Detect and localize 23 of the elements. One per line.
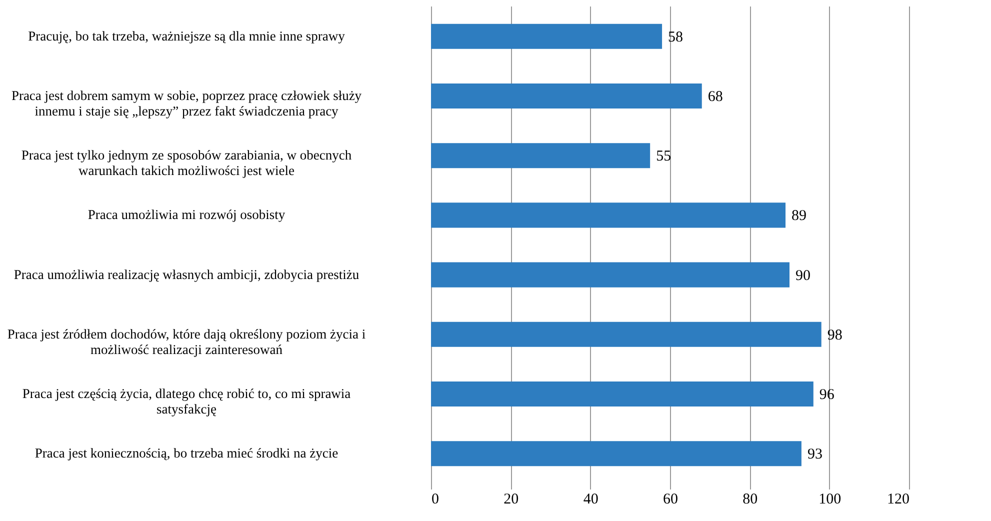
y-tick-label: Praca jest źródłem dochodów, które dają określony poziom życia i możliwość realizacji zainteresowań: [7, 326, 366, 357]
y-tick-label: Praca umożliwia realizację własnych ambicji, zdobycia prestiżu: [14, 266, 360, 282]
y-tick-label: Praca umożliwia mi rozwój osobisty: [88, 207, 286, 222]
y-tick-label: Praca jest koniecznością, bo trzeba mieć środki na życie: [34, 446, 338, 461]
x-tick-label: 0: [432, 492, 439, 508]
x-tick-label: 100: [818, 492, 842, 508]
x-tick-label: 40: [583, 492, 598, 508]
data-label: 96: [819, 387, 835, 404]
y-tick-label: Pracuję, bo tak trzeba, ważniejsze są dla mnie inne sprawy: [28, 28, 346, 44]
data-label: 98: [827, 327, 842, 344]
data-label: 58: [668, 29, 684, 46]
x-tick-label: 120: [887, 492, 910, 508]
data-label: 90: [796, 268, 810, 284]
x-tick-label: 80: [742, 492, 758, 508]
data-label: 55: [656, 148, 672, 165]
y-tick-label: Praca jest dobrem samym w sobie, poprzez pracę człowiek służy innemu i staje się „lepszy” przez fakt świadczenia pracy: [11, 88, 362, 118]
x-tick-label: 60: [663, 492, 678, 508]
y-tick-label: Praca jest częścią życia, dlatego chcę robić to, co mi sprawia satysfakcję: [22, 386, 351, 417]
data-label: 93: [807, 446, 822, 463]
data-label: 89: [792, 208, 807, 224]
y-tick-label: Praca jest tylko jednym ze sposobów zarabiania, w obecnych warunkach takich możliwości jest wiele: [21, 148, 352, 178]
x-tick-label: 20: [504, 492, 519, 508]
data-label: 68: [708, 89, 723, 105]
